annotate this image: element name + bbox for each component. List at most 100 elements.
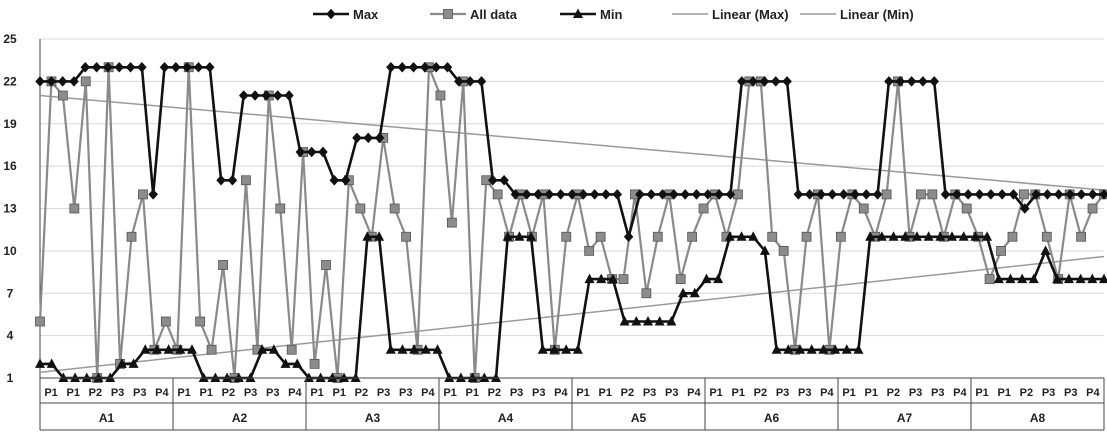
data-point-min	[116, 358, 127, 368]
data-point-max	[499, 174, 509, 186]
data-point-max	[453, 76, 464, 87]
data-point-max	[284, 90, 294, 101]
x-tick-label: P3	[399, 387, 412, 399]
data-point-min	[245, 372, 256, 382]
data-point-max	[442, 61, 453, 73]
data-point-min	[584, 273, 595, 284]
data-point-max	[544, 189, 555, 200]
data-point-min	[1099, 273, 1107, 284]
data-point-min	[865, 231, 876, 241]
data-point-max	[555, 189, 566, 200]
data-point-all-data	[618, 274, 629, 285]
data-point-all-data	[160, 316, 171, 327]
data-point-all-data	[584, 245, 595, 256]
y-tick-label: 22	[3, 74, 17, 88]
x-tick-label: P1	[599, 387, 612, 399]
x-tick-label: P2	[222, 387, 235, 399]
data-point-min	[514, 231, 525, 241]
x-tick-label: P3	[909, 387, 922, 399]
x-group-label: A6	[764, 411, 780, 425]
trendlines	[39, 94, 1105, 374]
x-tick-label: P1	[975, 387, 988, 399]
data-point-max	[578, 189, 589, 200]
data-point-max	[770, 76, 781, 87]
data-point-max	[736, 76, 747, 87]
data-point-min	[993, 273, 1004, 284]
data-point-min	[163, 344, 174, 354]
data-point-min	[958, 231, 969, 241]
data-point-max	[272, 90, 283, 101]
data-point-max	[850, 189, 860, 200]
data-point-max	[340, 174, 351, 186]
data-point-min	[549, 344, 560, 354]
data-point-all-data	[435, 90, 446, 101]
data-point-all-data	[927, 189, 938, 200]
data-point-min	[151, 344, 162, 354]
x-tick-label: P1	[200, 387, 213, 399]
data-point-all-data	[69, 203, 80, 214]
data-point-max	[601, 189, 611, 200]
data-point-all-data	[996, 245, 1006, 256]
data-point-all-data	[1076, 231, 1087, 242]
data-point-max	[985, 189, 996, 200]
data-point-min	[666, 316, 677, 326]
data-point-min	[1040, 245, 1051, 255]
data-point-min	[292, 358, 303, 368]
data-point-min	[420, 344, 431, 354]
y-tick-label: 7	[7, 286, 14, 300]
data-point-min	[526, 231, 537, 241]
data-point-min	[362, 231, 373, 241]
data-point-max	[1042, 189, 1053, 200]
data-point-min	[455, 372, 466, 382]
y-tick-label: 1	[7, 371, 14, 385]
data-point-min	[93, 372, 104, 382]
x-tick-label: P4	[288, 387, 302, 399]
x-tick-label: P3	[776, 387, 789, 399]
data-point-min	[70, 372, 81, 382]
data-point-max	[329, 174, 340, 186]
data-point-max	[91, 61, 102, 73]
x-group-label: A8	[1030, 411, 1046, 425]
data-point-min	[432, 344, 443, 354]
data-point-all-data	[984, 274, 995, 285]
data-point-max	[612, 189, 623, 200]
x-tick-label: P3	[931, 387, 944, 399]
data-point-max	[170, 61, 181, 73]
x-tick-label: P3	[665, 387, 678, 399]
data-point-min	[467, 372, 478, 382]
data-point-min	[900, 231, 911, 241]
x-tick-label: P1	[576, 387, 589, 399]
data-point-min	[876, 231, 887, 241]
data-point-max	[1031, 189, 1041, 200]
data-point-all-data	[492, 189, 503, 200]
data-point-all-data	[835, 231, 846, 242]
data-point-min	[759, 245, 770, 255]
x-group-label: A1	[99, 411, 115, 425]
x-group-label: A4	[498, 411, 514, 425]
data-point-max	[69, 76, 79, 87]
data-point-max	[748, 76, 758, 87]
data-point-min	[1063, 273, 1074, 284]
data-point-min	[233, 372, 244, 382]
x-tick-label: P3	[377, 387, 390, 399]
x-group-label: A3	[365, 411, 381, 425]
x-tick-label: P4	[554, 387, 568, 399]
legend-label-linear-min: Linear (Min)	[840, 7, 914, 22]
data-point-min	[198, 372, 209, 382]
data-point-min	[1052, 273, 1063, 284]
data-point-max	[352, 132, 362, 144]
y-tick-label: 10	[3, 244, 17, 258]
x-tick-label: P1	[333, 387, 346, 399]
x-tick-label: P1	[732, 387, 745, 399]
series-all-data	[35, 62, 1107, 383]
data-point-min	[947, 231, 957, 241]
data-point-max	[318, 146, 328, 158]
x-axis: P1 P1 P2 P3 P3 P4 A1 P1 P1 P2 P3 P3 P4 A2 P1 P1 P2 P3 P3 P4…	[39, 377, 1105, 431]
data-point-all-data	[698, 203, 709, 214]
x-tick-label: P3	[111, 387, 124, 399]
x-tick-label: P3	[244, 387, 257, 399]
data-point-all-data	[595, 231, 606, 242]
data-point-min	[257, 344, 268, 354]
data-point-all-data	[57, 90, 68, 101]
x-tick-label: P2	[887, 387, 900, 399]
